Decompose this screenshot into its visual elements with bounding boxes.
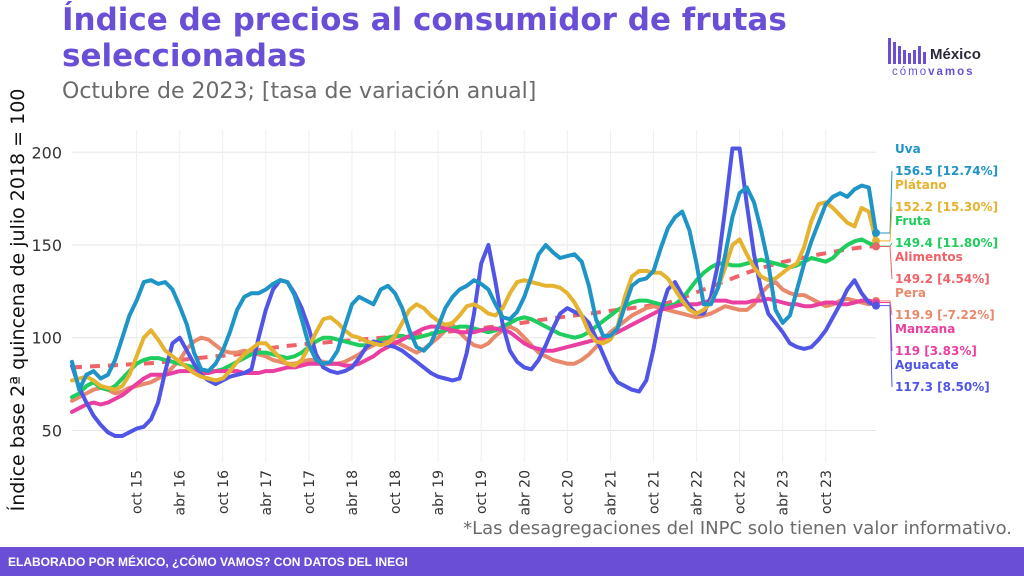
series-name-label: Aguacate [895,358,959,372]
series-line [70,183,878,392]
x-tick-label: oct 21 [646,470,662,514]
label-leader-line [876,170,893,234]
logo-tagline: cómovamos [892,66,975,78]
label-leader-line [876,300,893,316]
y-tick-label: 100 [31,329,62,348]
footnote: *Las desagregaciones del INPC solo tiene… [463,518,1012,539]
series-value-label: 119.9 [-7.22%] [895,308,995,322]
chart-subtitle: Octubre de 2023; [tasa de variación anua… [62,79,537,104]
x-tick-label: abr 20 [517,470,533,516]
x-tick-label: abr 16 [173,470,189,516]
logo-tag-bold: vamos [928,66,975,78]
series-line [70,146,878,438]
footer-credit: ELABORADO POR MÉXICO, ¿CÓMO VAMOS? CON D… [8,555,408,569]
series-name-label: Plátano [895,178,947,192]
series-value-label: 152.2 [15.30%] [895,200,998,214]
logo-bars-icon [888,24,932,64]
y-tick-label: 150 [31,236,62,255]
series-line [70,280,878,403]
x-tick-label: oct 19 [474,470,490,514]
y-tick-label: 200 [31,143,62,162]
x-tick-label: abr 21 [603,470,619,516]
series-value-label: 156.5 [12.74%] [895,164,998,178]
x-tick-label: abr 17 [259,470,275,516]
x-tick-label: oct 18 [388,470,404,514]
x-tick-label: abr 22 [690,470,706,516]
chart-title: Índice de precios al consumidor de fruta… [62,2,787,74]
x-tick-label: oct 23 [819,470,835,514]
series-value-label: 117.3 [8.50%] [895,380,990,394]
series-line [70,200,878,392]
logo-name: México [930,46,981,63]
series-name-label: Alimentos [895,250,963,264]
y-tick-label: 50 [42,421,62,440]
x-tick-label: abr 18 [345,470,361,516]
series-name-label: Uva [895,142,921,156]
x-tick-label: abr 23 [776,470,792,516]
series-line [70,296,878,414]
label-leader-line [876,305,893,388]
label-leader-line [876,301,893,352]
series-value-label: 149.2 [4.54%] [895,272,990,286]
series-name-label: Manzana [895,322,955,336]
series-name-label: Pera [895,286,926,300]
x-tick-label: oct 16 [216,470,232,514]
series-value-label: 119 [3.83%] [895,344,977,358]
footer-bar: ELABORADO POR MÉXICO, ¿CÓMO VAMOS? CON D… [0,547,1024,576]
line-chart: 50 100 150 200 oct 15 abr 16 oct 16 abr 17 oct 1… [31,130,998,516]
series-name-label: Fruta [895,214,931,228]
series-value-label: 149.4 [11.80%] [895,236,998,250]
label-leader-line [876,206,893,242]
x-tick-label: abr 19 [431,470,447,516]
logo-tag-light: cómo [892,66,929,78]
x-tick-label: oct 22 [733,470,749,514]
x-tick-label: oct 17 [302,470,318,514]
x-tick-label: oct 15 [130,470,146,514]
mexico-como-vamos-logo: México cómovamos [888,22,1008,82]
label-leader-line [876,245,893,280]
x-tick-label: oct 20 [560,470,576,514]
